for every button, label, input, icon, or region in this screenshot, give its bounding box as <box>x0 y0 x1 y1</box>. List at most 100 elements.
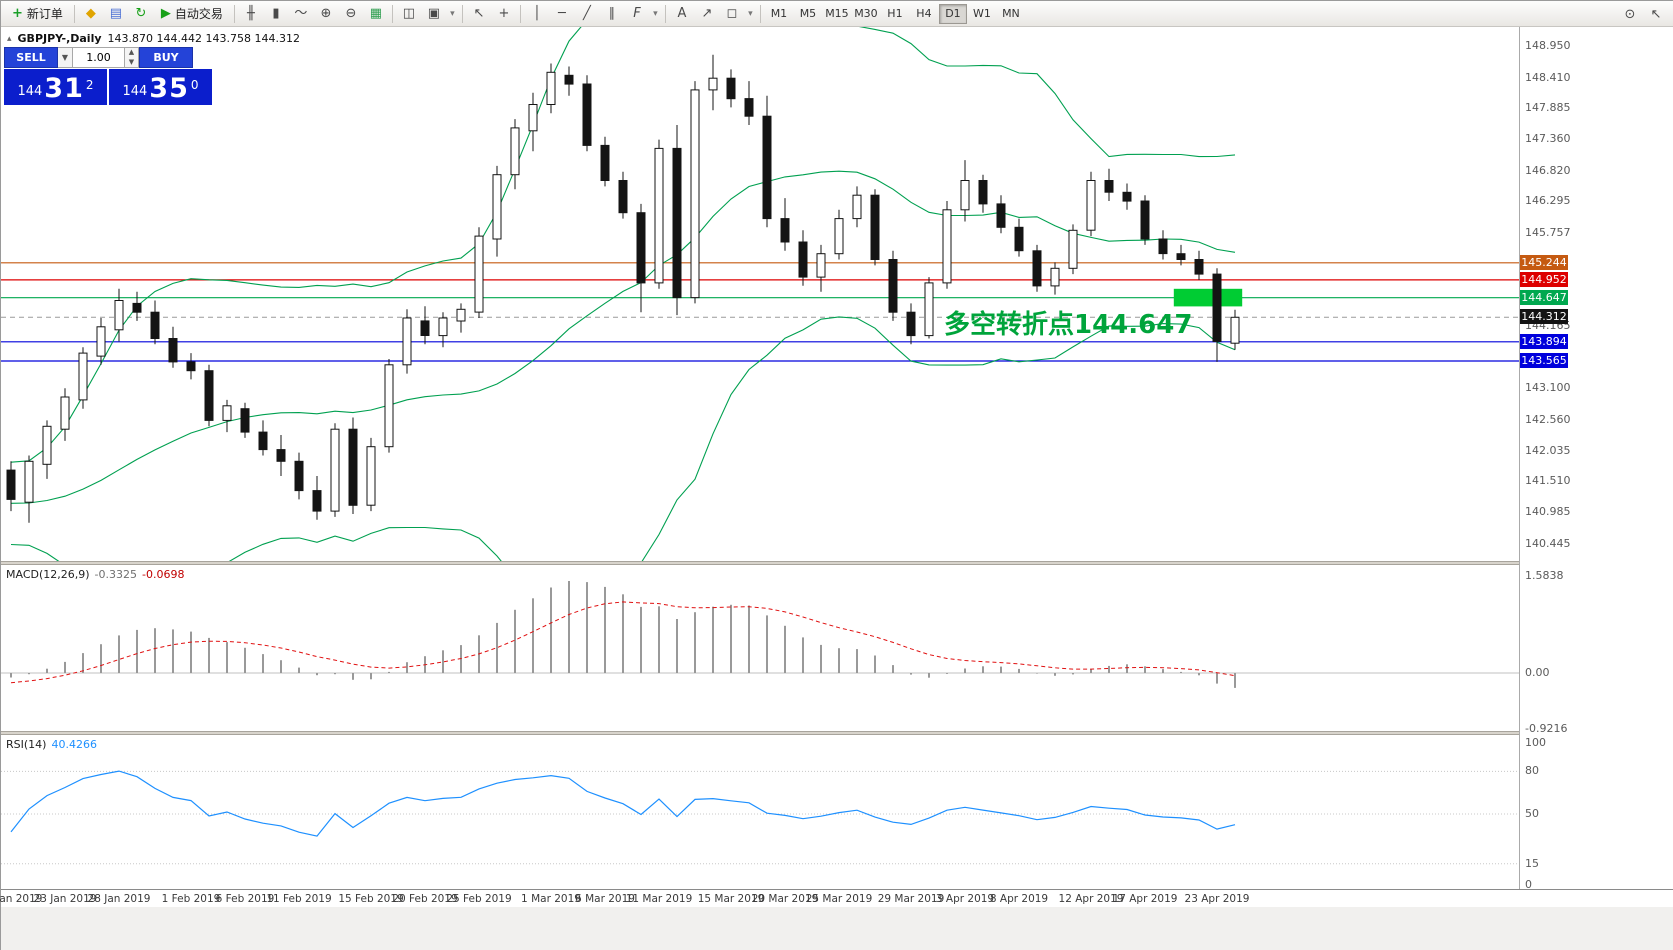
main-chart-canvas[interactable]: 多空转折点144.647 <box>1 27 1519 561</box>
candle-body <box>204 370 214 421</box>
candle-body <box>816 253 826 278</box>
timeframe-m1[interactable]: M1 <box>770 6 788 20</box>
candle-body <box>996 203 1006 228</box>
timeframe-m30[interactable]: M30 <box>854 6 878 20</box>
price-scale-label: -0.9216 <box>1525 722 1568 736</box>
date-label: 1 Feb 2019 <box>161 893 221 905</box>
price-line-label: 144.647 <box>1520 289 1568 305</box>
main-chart-panel[interactable]: 多空转折点144.647 <box>1 27 1519 561</box>
arrow-tool-button[interactable]: ↗ <box>695 3 719 25</box>
volume-down-icon[interactable]: ▼ <box>128 57 135 66</box>
volume-dropdown-caret[interactable]: ▼ <box>58 47 73 68</box>
candle-body <box>1014 226 1024 252</box>
fibonacci-button[interactable]: F <box>625 3 649 25</box>
magnifier-button[interactable]: ⊙ <box>1618 3 1642 25</box>
market-watch-button[interactable]: ◆ <box>79 3 103 25</box>
horizontal-line-icon: ─ <box>558 6 566 21</box>
zoom-in-button[interactable]: ⊕ <box>314 3 338 25</box>
shapes-button[interactable]: ◻ <box>720 3 744 25</box>
volume-spinner[interactable]: ▲ ▼ <box>125 47 139 68</box>
candle-body <box>618 180 628 214</box>
timeframe-h4[interactable]: H4 <box>916 6 932 20</box>
candle-body <box>960 180 970 211</box>
price-scale-label: 15 <box>1525 856 1539 870</box>
date-label: 20 Mar 2019 <box>751 893 819 905</box>
candle-body <box>564 74 574 85</box>
date-label: 1 Mar 2019 <box>521 893 581 905</box>
macd-panel[interactable]: MACD(12,26,9) -0.3325 -0.0698 <box>1 565 1519 731</box>
candle-body <box>888 259 898 313</box>
price-axis-border <box>1519 27 1520 907</box>
refresh-icon: ↻ <box>135 6 147 21</box>
trendline-button[interactable]: ╱ <box>575 3 599 25</box>
panel-splitter[interactable] <box>1 561 1673 565</box>
vertical-line-button[interactable]: │ <box>525 3 549 25</box>
rsi-panel[interactable]: RSI(14) 40.4266 <box>1 735 1519 889</box>
date-label: 28 Jan 2019 <box>87 893 151 905</box>
candle-body <box>906 311 916 337</box>
timeframe-mn[interactable]: MN <box>1002 6 1020 20</box>
windows-dropdown-caret[interactable]: ▾ <box>450 8 455 19</box>
line-chart-icon: ～ <box>294 6 308 21</box>
candle-body <box>348 428 358 506</box>
candle-body <box>1158 238 1168 255</box>
price-scale-label: 100 <box>1525 736 1546 749</box>
text-tool-button[interactable]: A <box>670 3 694 25</box>
candle-body <box>1212 273 1222 342</box>
trendline-icon: ╱ <box>583 6 591 21</box>
data-window-button[interactable]: ▤ <box>104 3 128 25</box>
candle-body <box>762 115 772 220</box>
shapes-dropdown-caret[interactable]: ▾ <box>748 8 753 19</box>
candle-body <box>60 396 70 430</box>
chart-header: ▴ GBPJPY-,Daily 143.870 144.442 143.758 … <box>7 32 300 45</box>
candlestick-chart-button[interactable]: ▮ <box>264 3 288 25</box>
refresh-button[interactable]: ↻ <box>129 3 153 25</box>
candle-body <box>798 241 808 278</box>
volume-up-icon[interactable]: ▲ <box>128 48 135 56</box>
panel-splitter[interactable] <box>1 731 1673 735</box>
timeframe-m5[interactable]: M5 <box>799 6 817 20</box>
cascade-windows-button[interactable]: ▣ <box>422 3 446 25</box>
horizontal-line-button[interactable]: ─ <box>550 3 574 25</box>
bid-quote[interactable]: 144 31 2 <box>4 69 107 105</box>
pivot-highlight-rect[interactable] <box>1173 288 1243 307</box>
candle-body <box>654 147 664 284</box>
rsi-canvas[interactable] <box>1 735 1519 889</box>
ask-quote[interactable]: 144 35 0 <box>109 69 212 105</box>
timeframe-w1[interactable]: W1 <box>973 6 991 20</box>
autotrading-button[interactable]: ▶ 自动交易 <box>154 3 230 25</box>
candle-body <box>780 218 790 243</box>
timeframe-m15[interactable]: M15 <box>825 6 849 20</box>
channel-button[interactable]: ∥ <box>600 3 624 25</box>
pointer-button[interactable]: ↖ <box>1644 3 1668 25</box>
divider <box>664 4 666 23</box>
bollinger-lower <box>10 316 1236 561</box>
price-scale-label: 146.820 <box>1525 163 1571 177</box>
candle-body <box>456 308 466 322</box>
price-scale-label: 146.295 <box>1525 194 1571 208</box>
candle-body <box>870 194 880 260</box>
sell-button[interactable]: SELL <box>4 47 58 68</box>
crosshair-button[interactable]: + <box>492 3 516 25</box>
candle-body <box>1140 200 1150 240</box>
candle-body <box>1050 267 1060 287</box>
buy-button[interactable]: BUY <box>139 47 193 68</box>
price-scale <box>1520 27 1673 907</box>
cursor-button[interactable]: ↖ <box>467 3 491 25</box>
date-label: 25 Feb 2019 <box>446 893 512 905</box>
divider <box>233 4 235 23</box>
price-line-label: 144.952 <box>1520 271 1568 287</box>
macd-canvas[interactable] <box>1 565 1519 731</box>
volume-input[interactable] <box>73 47 125 68</box>
indicators-button[interactable]: ▦ <box>364 3 388 25</box>
price-scale-label: 148.410 <box>1525 70 1571 84</box>
timeframe-d1[interactable]: D1 <box>938 3 967 24</box>
zoom-out-button[interactable]: ⊖ <box>339 3 363 25</box>
candle-body <box>708 77 718 91</box>
line-chart-button[interactable]: ～ <box>289 3 313 25</box>
tile-windows-button[interactable]: ◫ <box>397 3 421 25</box>
timeframe-h1[interactable]: H1 <box>887 6 903 20</box>
lines-dropdown-caret[interactable]: ▾ <box>653 8 658 19</box>
bar-chart-button[interactable]: ╫ <box>239 3 263 25</box>
new-order-button[interactable]: + 新订单 <box>5 3 70 25</box>
